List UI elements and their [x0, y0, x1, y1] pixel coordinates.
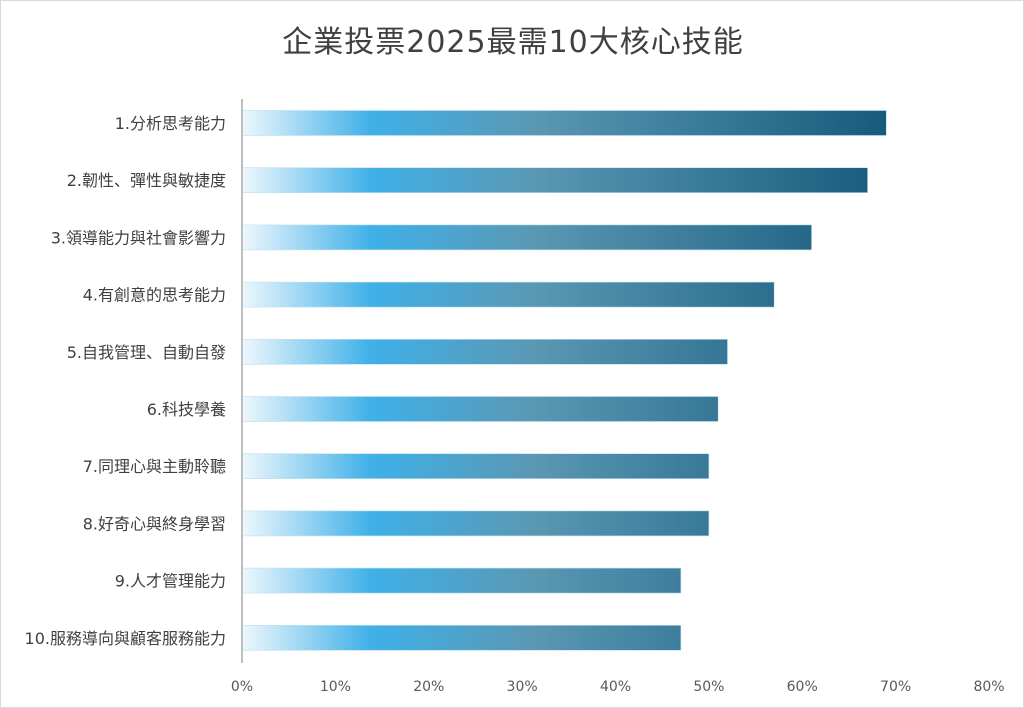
x-tick-label-0: 0% — [231, 679, 253, 695]
bar-9 — [241, 567, 682, 594]
bar-2 — [241, 167, 868, 193]
x-tick-label-3: 30% — [507, 679, 538, 695]
category-label-2: 2.韌性、彈性與敏捷度 — [67, 171, 226, 190]
bar-6 — [241, 396, 719, 422]
x-tick-label-8: 80% — [973, 679, 1004, 695]
category-label-4: 4.有創意的思考能力 — [83, 286, 226, 305]
bar-10 — [241, 624, 682, 651]
bar-5 — [241, 338, 728, 365]
x-tick-label-6: 60% — [787, 679, 818, 695]
chart-title: 企業投票2025最需10大核心技能 — [282, 25, 744, 60]
category-label-8: 8.好奇心與終身學習 — [83, 514, 226, 533]
x-tick-label-7: 70% — [880, 679, 911, 695]
category-label-6: 6.科技學養 — [147, 400, 226, 419]
x-tick-label-5: 50% — [693, 679, 724, 695]
category-label-9: 9.人才管理能力 — [115, 572, 226, 591]
bar-7 — [241, 453, 710, 480]
bar-4 — [241, 281, 775, 308]
bar-8 — [241, 510, 710, 537]
category-label-10: 10.服務導向與顧客服務能力 — [25, 629, 226, 648]
category-label-1: 1.分析思考能力 — [115, 114, 226, 133]
category-label-7: 7.同理心與主動聆聽 — [83, 457, 226, 476]
x-tick-label-1: 10% — [320, 679, 351, 695]
category-label-5: 5.自我管理、自動自發 — [67, 343, 226, 362]
category-label-3: 3.領導能力與社會影響力 — [51, 228, 226, 247]
x-tick-label-2: 20% — [413, 679, 444, 695]
bar-1 — [241, 110, 887, 136]
bar-3 — [241, 224, 812, 251]
x-tick-label-4: 40% — [600, 679, 631, 695]
